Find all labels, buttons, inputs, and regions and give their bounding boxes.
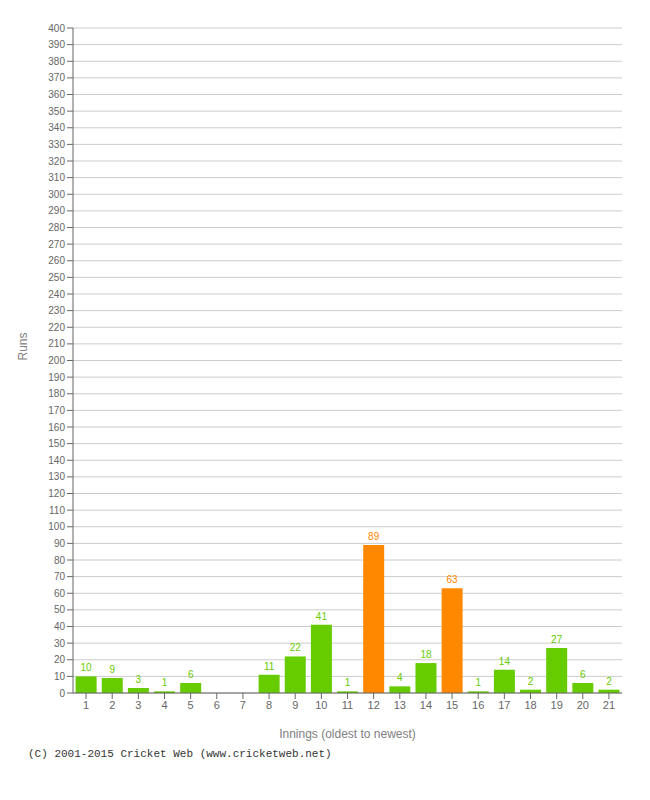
svg-text:110: 110 xyxy=(49,505,65,516)
svg-text:18: 18 xyxy=(524,699,536,711)
svg-text:320: 320 xyxy=(48,156,65,167)
svg-text:21: 21 xyxy=(603,699,615,711)
svg-text:0: 0 xyxy=(59,688,65,699)
svg-text:240: 240 xyxy=(48,289,65,300)
svg-text:19: 19 xyxy=(551,699,563,711)
svg-text:370: 370 xyxy=(48,72,65,83)
svg-text:260: 260 xyxy=(48,255,65,266)
svg-text:6: 6 xyxy=(214,699,220,711)
svg-text:2: 2 xyxy=(109,699,115,711)
svg-text:390: 390 xyxy=(48,39,65,50)
svg-text:160: 160 xyxy=(48,422,65,433)
svg-text:50: 50 xyxy=(54,604,66,615)
svg-text:14: 14 xyxy=(420,699,432,711)
svg-text:60: 60 xyxy=(54,588,66,599)
svg-text:22: 22 xyxy=(290,642,302,653)
svg-text:20: 20 xyxy=(54,654,66,665)
svg-text:90: 90 xyxy=(54,538,66,549)
svg-text:10: 10 xyxy=(81,662,93,673)
svg-text:1: 1 xyxy=(83,699,89,711)
svg-text:63: 63 xyxy=(447,574,459,585)
svg-text:130: 130 xyxy=(48,471,65,482)
svg-text:2: 2 xyxy=(528,676,534,687)
svg-text:6: 6 xyxy=(188,669,194,680)
svg-text:330: 330 xyxy=(48,139,65,150)
svg-text:80: 80 xyxy=(54,555,66,566)
svg-text:120: 120 xyxy=(48,488,65,499)
svg-text:190: 190 xyxy=(48,372,65,383)
svg-text:10: 10 xyxy=(54,671,66,682)
svg-text:10: 10 xyxy=(315,699,327,711)
svg-text:9: 9 xyxy=(109,664,115,675)
svg-text:18: 18 xyxy=(420,649,432,660)
svg-text:27: 27 xyxy=(551,634,563,645)
svg-text:16: 16 xyxy=(472,699,484,711)
svg-text:5: 5 xyxy=(188,699,194,711)
svg-text:100: 100 xyxy=(48,521,65,532)
svg-text:30: 30 xyxy=(54,638,66,649)
svg-text:11: 11 xyxy=(264,661,275,672)
svg-text:Runs: Runs xyxy=(16,332,30,360)
svg-text:150: 150 xyxy=(48,438,65,449)
svg-text:20: 20 xyxy=(577,699,589,711)
svg-text:180: 180 xyxy=(48,388,65,399)
svg-text:170: 170 xyxy=(48,405,65,416)
svg-text:70: 70 xyxy=(54,571,66,582)
svg-text:280: 280 xyxy=(48,222,65,233)
svg-text:12: 12 xyxy=(368,699,380,711)
svg-text:230: 230 xyxy=(48,305,65,316)
svg-text:1: 1 xyxy=(475,677,481,688)
svg-text:340: 340 xyxy=(48,122,65,133)
svg-text:14: 14 xyxy=(499,656,511,667)
svg-text:41: 41 xyxy=(316,611,328,622)
svg-text:200: 200 xyxy=(48,355,65,366)
svg-text:3: 3 xyxy=(136,674,142,685)
svg-text:3: 3 xyxy=(135,699,141,711)
html-text:(C) 2001-2015 Cricket Web (www: (C) 2001-2015 Cricket Web (www.cricketwe… xyxy=(28,748,332,760)
svg-text:2: 2 xyxy=(606,676,612,687)
svg-text:290: 290 xyxy=(48,205,65,216)
svg-text:Innings (oldest to newest): Innings (oldest to newest) xyxy=(279,727,416,741)
svg-text:140: 140 xyxy=(48,455,65,466)
svg-text:350: 350 xyxy=(48,106,65,117)
svg-text:7: 7 xyxy=(240,699,246,711)
svg-text:400: 400 xyxy=(48,23,65,34)
svg-text:8: 8 xyxy=(266,699,272,711)
svg-text:40: 40 xyxy=(54,621,66,632)
svg-text:89: 89 xyxy=(368,531,380,542)
svg-text:9: 9 xyxy=(292,699,298,711)
svg-text:6: 6 xyxy=(580,669,586,680)
svg-text:15: 15 xyxy=(446,699,458,711)
svg-text:380: 380 xyxy=(48,56,65,67)
svg-text:210: 210 xyxy=(48,338,65,349)
svg-text:270: 270 xyxy=(48,239,65,250)
svg-text:1: 1 xyxy=(162,677,168,688)
svg-text:17: 17 xyxy=(498,699,510,711)
svg-text:4: 4 xyxy=(161,699,167,711)
svg-text:13: 13 xyxy=(394,699,406,711)
svg-text:310: 310 xyxy=(48,172,65,183)
svg-text:360: 360 xyxy=(48,89,65,100)
svg-text:11: 11 xyxy=(342,699,353,711)
svg-text:250: 250 xyxy=(48,272,65,283)
svg-text:220: 220 xyxy=(48,322,65,333)
svg-text:300: 300 xyxy=(48,189,65,200)
svg-text:1: 1 xyxy=(345,677,351,688)
svg-text:4: 4 xyxy=(397,672,403,683)
